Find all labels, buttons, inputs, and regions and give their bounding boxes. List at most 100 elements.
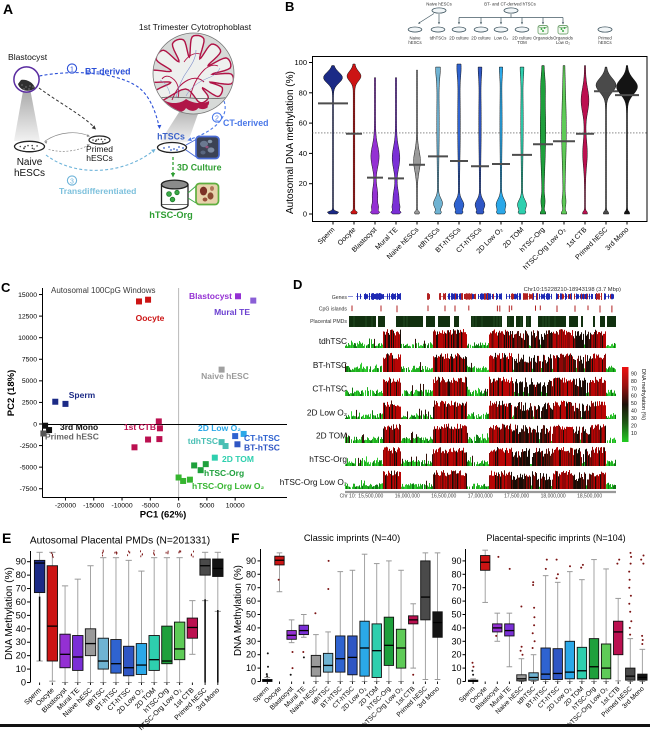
svg-text:Autosomal DNA methylation (%): Autosomal DNA methylation (%) bbox=[285, 71, 296, 214]
svg-text:Organoids: Organoids bbox=[533, 36, 553, 41]
svg-text:hESCs: hESCs bbox=[598, 40, 611, 45]
svg-text:Autosomal 100CpG Windows: Autosomal 100CpG Windows bbox=[51, 286, 156, 295]
svg-text:0: 0 bbox=[251, 677, 256, 687]
svg-text:10: 10 bbox=[631, 431, 637, 437]
svg-text:20: 20 bbox=[299, 179, 307, 188]
svg-text:Blastocyst: Blastocyst bbox=[189, 291, 232, 301]
svg-text:tdhTSC: tdhTSC bbox=[319, 336, 347, 346]
svg-text:40: 40 bbox=[631, 409, 637, 415]
svg-text:hESCs: hESCs bbox=[14, 168, 45, 179]
svg-text:CT-hTSC: CT-hTSC bbox=[244, 433, 280, 443]
svg-text:Chr 10:: Chr 10: bbox=[340, 494, 356, 500]
svg-text:20: 20 bbox=[16, 651, 26, 661]
svg-text:50: 50 bbox=[631, 401, 637, 407]
svg-text:90: 90 bbox=[631, 371, 637, 377]
svg-text:60: 60 bbox=[631, 394, 637, 400]
svg-text:3: 3 bbox=[70, 179, 74, 186]
svg-text:7500: 7500 bbox=[22, 357, 37, 364]
svg-text:Oocyte: Oocyte bbox=[136, 313, 165, 323]
svg-text:D: D bbox=[293, 277, 302, 292]
svg-text:PC1 (62%): PC1 (62%) bbox=[140, 510, 186, 521]
svg-text:Primed: Primed bbox=[598, 36, 612, 41]
svg-text:100: 100 bbox=[294, 58, 307, 67]
svg-text:F: F bbox=[231, 530, 240, 546]
svg-text:90: 90 bbox=[246, 556, 256, 566]
svg-text:2D TOM: 2D TOM bbox=[222, 454, 254, 464]
svg-text:hTSC-Org: hTSC-Org bbox=[309, 454, 347, 464]
svg-text:Naive hESCs: Naive hESCs bbox=[426, 2, 452, 7]
svg-text:DNA Methylation (%): DNA Methylation (%) bbox=[4, 567, 15, 660]
svg-text:2: 2 bbox=[215, 116, 219, 123]
svg-text:Classic imprints (N=40): Classic imprints (N=40) bbox=[304, 533, 400, 543]
svg-text:18,500,000: 18,500,000 bbox=[577, 494, 602, 500]
svg-text:hTSC-Org: hTSC-Org bbox=[149, 210, 192, 220]
svg-text:5000: 5000 bbox=[199, 503, 214, 510]
svg-text:20: 20 bbox=[246, 650, 256, 660]
svg-text:Organoids: Organoids bbox=[553, 36, 573, 41]
svg-text:0: 0 bbox=[456, 677, 461, 687]
svg-text:PC2 (18%): PC2 (18%) bbox=[6, 370, 17, 416]
svg-text:50: 50 bbox=[16, 610, 26, 620]
svg-text:tdhTSCs: tdhTSCs bbox=[430, 36, 447, 41]
svg-text:20: 20 bbox=[451, 650, 461, 660]
svg-text:90: 90 bbox=[451, 556, 461, 566]
svg-text:16,000,000: 16,000,000 bbox=[395, 494, 420, 500]
svg-text:15,500,000: 15,500,000 bbox=[358, 494, 383, 500]
svg-text:2D Low O₂: 2D Low O₂ bbox=[198, 423, 241, 433]
svg-text:30: 30 bbox=[631, 416, 637, 422]
svg-text:80: 80 bbox=[16, 570, 26, 580]
svg-text:BT-hTSC: BT-hTSC bbox=[313, 360, 347, 370]
svg-text:50: 50 bbox=[246, 610, 256, 620]
svg-text:Low O₂: Low O₂ bbox=[494, 36, 508, 41]
svg-text:Mural TE: Mural TE bbox=[214, 307, 250, 317]
svg-text:Naive hESC: Naive hESC bbox=[201, 371, 249, 381]
svg-text:-5000: -5000 bbox=[142, 503, 160, 510]
svg-text:hTSC-Org Low O₂: hTSC-Org Low O₂ bbox=[192, 481, 264, 491]
svg-text:CT-hTSC: CT-hTSC bbox=[312, 384, 347, 394]
svg-text:90: 90 bbox=[16, 557, 26, 567]
svg-text:60: 60 bbox=[451, 596, 461, 606]
svg-text:TOM: TOM bbox=[517, 40, 527, 45]
svg-text:20: 20 bbox=[631, 423, 637, 429]
svg-text:40: 40 bbox=[451, 623, 461, 633]
svg-text:2D TOM: 2D TOM bbox=[316, 431, 347, 441]
svg-text:-5000: -5000 bbox=[20, 464, 38, 471]
svg-text:BT-derived: BT-derived bbox=[85, 67, 130, 77]
svg-text:Genes: Genes bbox=[332, 295, 348, 301]
svg-text:17,500,000: 17,500,000 bbox=[504, 494, 529, 500]
svg-text:-2500: -2500 bbox=[20, 443, 38, 450]
svg-text:Primed hESC: Primed hESC bbox=[45, 432, 99, 442]
svg-text:30: 30 bbox=[246, 636, 256, 646]
svg-text:DNA methylation (%): DNA methylation (%) bbox=[640, 369, 646, 420]
svg-text:50: 50 bbox=[451, 610, 461, 620]
svg-text:17,000,000: 17,000,000 bbox=[468, 494, 493, 500]
svg-text:-10000: -10000 bbox=[111, 503, 132, 510]
svg-text:Chr10:15228210-18943198 (3.7 M: Chr10:15228210-18943198 (3.7 Mbp) bbox=[524, 287, 621, 293]
svg-text:Sperm: Sperm bbox=[69, 390, 96, 400]
svg-text:hTSC-Org: hTSC-Org bbox=[204, 468, 244, 478]
svg-text:A: A bbox=[3, 1, 13, 17]
svg-text:hTSC-Org Low O₂: hTSC-Org Low O₂ bbox=[280, 477, 347, 487]
svg-text:Placental-specific imprints (N: Placental-specific imprints (N=104) bbox=[486, 533, 625, 543]
svg-text:18,000,000: 18,000,000 bbox=[541, 494, 566, 500]
svg-text:2500: 2500 bbox=[22, 400, 37, 407]
svg-text:30: 30 bbox=[16, 637, 26, 647]
svg-text:C: C bbox=[1, 280, 11, 295]
svg-text:12500: 12500 bbox=[18, 313, 37, 320]
svg-text:1st Trimester Cytotrophoblast: 1st Trimester Cytotrophoblast bbox=[139, 22, 252, 32]
svg-text:40: 40 bbox=[246, 623, 256, 633]
svg-text:0: 0 bbox=[21, 678, 26, 688]
svg-text:Primed: Primed bbox=[86, 144, 113, 154]
svg-text:60: 60 bbox=[246, 596, 256, 606]
svg-text:3D Culture: 3D Culture bbox=[177, 163, 222, 173]
svg-text:10000: 10000 bbox=[226, 503, 245, 510]
svg-text:CT-derived: CT-derived bbox=[223, 118, 268, 128]
svg-text:15000: 15000 bbox=[18, 292, 37, 299]
svg-text:2D culture: 2D culture bbox=[449, 36, 469, 41]
svg-text:BT- and CT-derived hTSCs: BT- and CT-derived hTSCs bbox=[484, 2, 536, 7]
svg-text:E: E bbox=[2, 530, 11, 546]
svg-text:70: 70 bbox=[451, 583, 461, 593]
svg-text:40: 40 bbox=[16, 624, 26, 634]
svg-text:0: 0 bbox=[33, 421, 37, 428]
svg-text:10: 10 bbox=[246, 663, 256, 673]
